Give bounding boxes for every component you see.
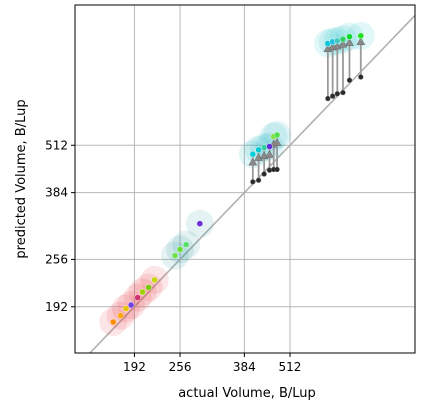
low-prediction-point xyxy=(266,167,273,173)
low-prediction-point xyxy=(358,74,364,80)
data-point xyxy=(139,288,146,296)
y-tick-label: 192 xyxy=(45,300,68,314)
x-axis: 192 256 384 512 xyxy=(123,353,301,374)
low-prediction-point xyxy=(340,89,346,96)
low-prediction-point xyxy=(334,91,340,97)
data-point xyxy=(266,143,273,150)
x-tick-label: 192 xyxy=(123,360,146,374)
x-axis-label: actual Volume, B/Lup xyxy=(178,386,316,401)
data-point xyxy=(134,294,141,301)
y-axis: 192 256 384 512 xyxy=(45,138,75,314)
prediction-marker xyxy=(356,37,366,45)
data-point xyxy=(117,312,124,319)
data-point xyxy=(151,276,158,284)
low-prediction-point xyxy=(250,179,256,185)
plot-frame xyxy=(74,4,416,354)
x-tick-label: 256 xyxy=(169,360,192,374)
data-point xyxy=(171,252,179,259)
data-point xyxy=(110,318,117,326)
data-point xyxy=(260,144,268,151)
y-tick-label: 512 xyxy=(45,138,68,152)
data-point xyxy=(196,220,204,227)
prediction-marker xyxy=(345,38,354,46)
low-prediction-point xyxy=(261,171,267,177)
data-point xyxy=(145,284,152,291)
prediction-stems xyxy=(248,35,366,185)
low-prediction-point xyxy=(330,93,336,99)
low-prediction-point xyxy=(346,77,353,83)
data-point xyxy=(255,146,262,154)
prediction-marker xyxy=(272,138,282,146)
data-point xyxy=(357,32,364,40)
low-prediction-point xyxy=(274,166,280,173)
data-point xyxy=(127,301,135,309)
prediction-marker xyxy=(265,150,274,158)
data-point xyxy=(273,131,281,139)
data-point xyxy=(249,150,257,158)
x-tick-label: 512 xyxy=(279,360,302,374)
low-prediction-point xyxy=(325,95,331,102)
data-point xyxy=(182,241,190,248)
low-prediction-point xyxy=(255,177,262,183)
y-tick-label: 256 xyxy=(45,252,68,266)
y-axis-label: predicted Volume, B/Lup xyxy=(14,99,29,258)
data-point xyxy=(346,33,353,40)
data-point xyxy=(176,246,184,253)
prediction-marker xyxy=(248,157,258,166)
data-point xyxy=(122,305,130,312)
data-point xyxy=(334,37,341,45)
y-tick-label: 384 xyxy=(45,186,68,200)
x-tick-label: 384 xyxy=(233,360,256,374)
data-point xyxy=(339,35,347,43)
data-points xyxy=(110,32,364,326)
prediction-marker xyxy=(338,39,348,48)
